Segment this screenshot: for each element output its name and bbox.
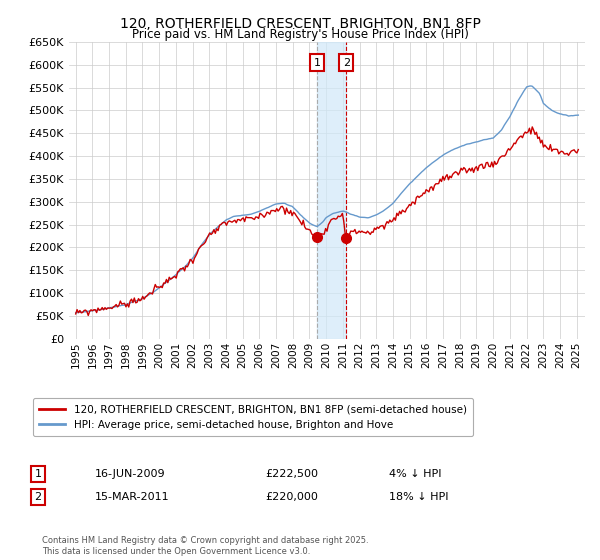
- Text: 16-JUN-2009: 16-JUN-2009: [95, 469, 166, 479]
- Text: £222,500: £222,500: [265, 469, 318, 479]
- Text: £220,000: £220,000: [265, 492, 318, 502]
- Text: 1: 1: [314, 58, 320, 68]
- Text: 4% ↓ HPI: 4% ↓ HPI: [389, 469, 442, 479]
- Text: 2: 2: [343, 58, 350, 68]
- Text: Contains HM Land Registry data © Crown copyright and database right 2025.
This d: Contains HM Land Registry data © Crown c…: [42, 536, 368, 556]
- Text: 2: 2: [34, 492, 41, 502]
- Text: 1: 1: [35, 469, 41, 479]
- Bar: [317, 42, 346, 339]
- Text: 18% ↓ HPI: 18% ↓ HPI: [389, 492, 448, 502]
- Legend: 120, ROTHERFIELD CRESCENT, BRIGHTON, BN1 8FP (semi-detached house), HPI: Average: 120, ROTHERFIELD CRESCENT, BRIGHTON, BN1…: [33, 398, 473, 436]
- Text: 120, ROTHERFIELD CRESCENT, BRIGHTON, BN1 8FP: 120, ROTHERFIELD CRESCENT, BRIGHTON, BN1…: [119, 17, 481, 31]
- Text: Price paid vs. HM Land Registry's House Price Index (HPI): Price paid vs. HM Land Registry's House …: [131, 28, 469, 41]
- Text: 15-MAR-2011: 15-MAR-2011: [95, 492, 169, 502]
